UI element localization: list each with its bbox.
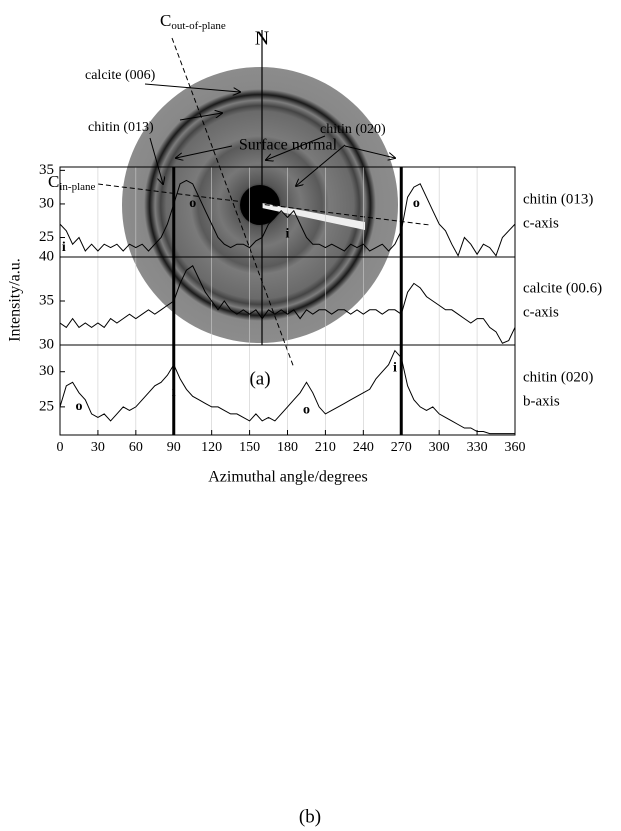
x-tick-label: 60 (129, 440, 143, 455)
side-label: c-axis (523, 304, 559, 320)
y-tick-label: 35 (39, 292, 54, 308)
side-label: chitin (020) (523, 369, 593, 385)
peak-label: o (75, 399, 82, 414)
annotation: Surface normal (239, 137, 338, 154)
annotation-arrow (176, 145, 233, 158)
y-tick-label: 25 (39, 398, 54, 414)
x-tick-label: 0 (57, 440, 64, 455)
line-series (60, 265, 515, 344)
caption: (a) (249, 368, 270, 389)
ring-label: calcite (006) (85, 68, 156, 83)
x-tick-label: 150 (239, 440, 260, 455)
x-axis-label: Azimuthal angle/degrees (208, 469, 368, 486)
x-tick-label: 30 (91, 440, 105, 455)
diffraction-image (97, 30, 431, 369)
y-tick-label: 30 (39, 336, 54, 352)
ring-label: chitin (020) (320, 122, 386, 137)
x-tick-label: 360 (505, 440, 526, 455)
peak-label: o (303, 403, 310, 418)
x-tick-label: 90 (167, 440, 181, 455)
axis-label: Cin-plane (48, 172, 96, 193)
side-label: b-axis (523, 393, 560, 409)
line-series (60, 349, 515, 435)
x-tick-label: 210 (315, 440, 336, 455)
y-tick-label: 40 (39, 248, 54, 264)
peak-label: i (393, 360, 397, 375)
x-tick-label: 300 (429, 440, 450, 455)
y-axis-label: Intensity/a.u. (7, 258, 24, 342)
axis-label: Cout-of-plane (160, 11, 226, 32)
y-tick-label: 30 (39, 195, 54, 211)
annotation-arrow (344, 145, 395, 158)
axis-label-sub: out-of-plane (171, 20, 225, 32)
x-tick-label: 240 (353, 440, 374, 455)
axis-label-sub: in-plane (59, 181, 95, 193)
axis-label-main: C (48, 172, 59, 191)
side-label: chitin (013) (523, 191, 593, 207)
x-tick-label: 180 (277, 440, 298, 455)
caption: (b) (299, 806, 321, 827)
peak-label: o (189, 196, 196, 211)
axis-label-main: C (160, 11, 171, 30)
x-tick-label: 120 (201, 440, 222, 455)
ring-label: chitin (013) (88, 120, 154, 135)
side-label: c-axis (523, 215, 559, 231)
y-tick-label: 35 (39, 162, 54, 178)
y-tick-label: 25 (39, 229, 54, 245)
y-tick-label: 30 (39, 363, 54, 379)
north-label: N (255, 28, 269, 50)
line-series (60, 179, 515, 257)
peak-label: o (413, 196, 420, 211)
peak-label: i (286, 226, 290, 241)
side-label: calcite (00.6) (523, 280, 602, 296)
peak-label: i (62, 240, 66, 255)
x-tick-label: 330 (467, 440, 488, 455)
x-tick-label: 270 (391, 440, 412, 455)
